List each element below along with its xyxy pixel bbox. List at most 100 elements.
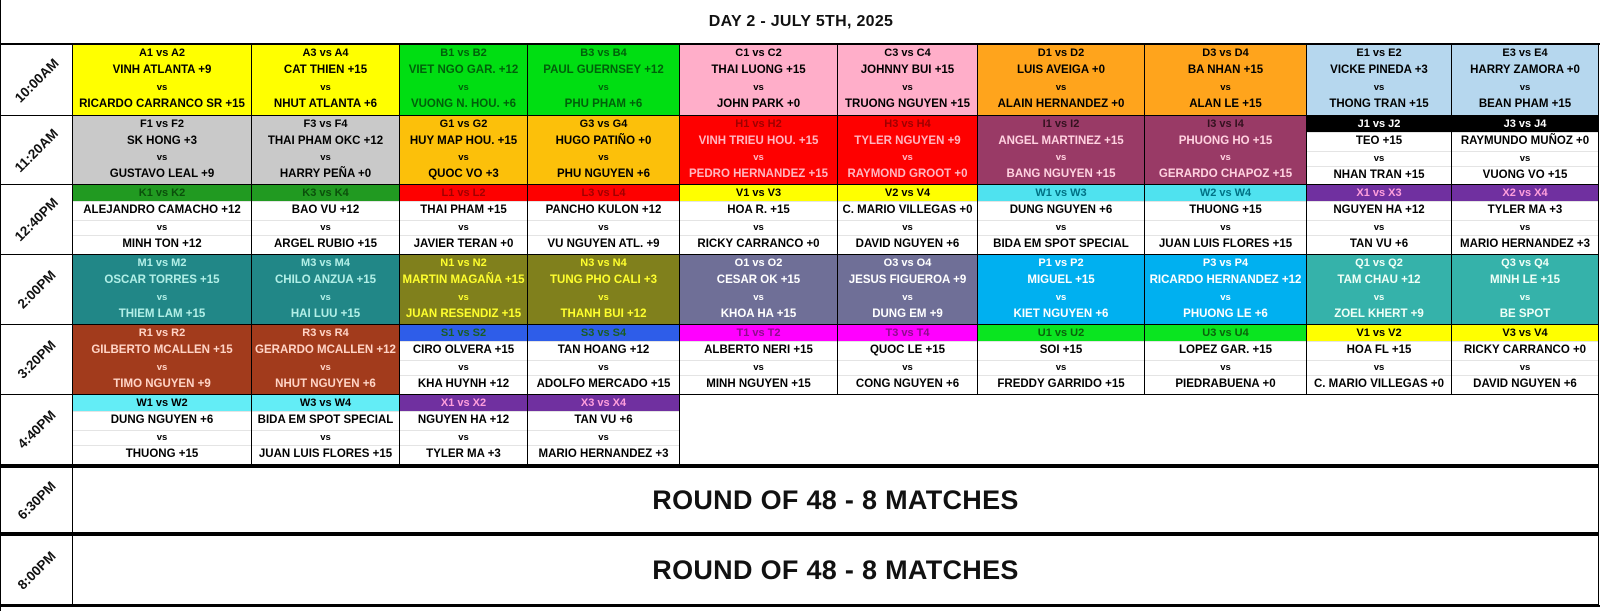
- match-cell[interactable]: H1 vs H2 VINH TRIEU HOU. +15 vs PEDRO HE…: [680, 116, 838, 185]
- match-cell[interactable]: T3 vs T4 QUOC LE +15 vs CONG NGUYEN +6: [838, 325, 978, 395]
- match-cell[interactable]: C1 vs C2 THAI LUONG +15 vs JOHN PARK +0: [680, 45, 838, 116]
- match-body: CESAR OK +15 vs KHOA HA +15: [680, 271, 837, 324]
- match-cell[interactable]: C3 vs C4 JOHNNY BUI +15 vs TRUONG NGUYEN…: [838, 45, 978, 116]
- player-1: HARRY ZAMORA +0: [1470, 64, 1580, 77]
- player-1: LUIS AVEIGA +0: [1016, 64, 1106, 77]
- player-1: PAUL GUERNSEY +12: [543, 64, 664, 77]
- match-code: O3 vs O4: [838, 255, 977, 271]
- match-cell[interactable]: S1 vs S2 CIRO OLVERA +15 vs KHA HUYNH +1…: [400, 325, 528, 395]
- match-body: HOA FL +15 vs C. MARIO VILLEGAS +0: [1307, 341, 1451, 394]
- match-code: E3 vs E4: [1452, 45, 1598, 61]
- time-slot: 12:40PM: [1, 185, 73, 255]
- match-cell[interactable]: X1 vs X3 NGUYEN HA +12 vs TAN VU +6: [1307, 185, 1452, 255]
- match-cell[interactable]: W1 vs W2 DUNG NGUYEN +6 vs THUONG +15: [73, 395, 252, 465]
- match-cell[interactable]: J1 vs J2 TEO +15 vs NHAN TRAN +15: [1307, 116, 1452, 185]
- match-cell[interactable]: R3 vs R4 GERARDO MCALLEN +12 vs NHUT NGU…: [252, 325, 400, 395]
- match-cell[interactable]: B3 vs B4 PAUL GUERNSEY +12 vs PHU PHAM +…: [528, 45, 680, 116]
- time-label: 4:40PM: [14, 407, 59, 452]
- player-1: HUGO PATIÑO +0: [555, 134, 652, 147]
- player-2: ALAIN HERNANDEZ +0: [997, 98, 1125, 111]
- match-code: X2 vs X4: [1452, 185, 1598, 201]
- match-cell[interactable]: H3 vs H4 TYLER NGUYEN +9 vs RAYMOND GROO…: [838, 116, 978, 185]
- player-2: NHUT ATLANTA +6: [273, 98, 378, 111]
- match-code: E1 vs E2: [1307, 45, 1451, 61]
- match-cell[interactable]: X3 vs X4 TAN VU +6 vs MARIO HERNANDEZ +3: [528, 395, 680, 465]
- match-cell[interactable]: A3 vs A4 CAT THIEN +15 vs NHUT ATLANTA +…: [252, 45, 400, 116]
- vs-label: vs: [1220, 291, 1231, 303]
- match-code: X3 vs X4: [528, 395, 679, 411]
- match-cell[interactable]: N3 vs N4 TUNG PHO CALI +3 vs THANH BUI +…: [528, 255, 680, 325]
- match-cell[interactable]: W2 vs W4 THUONG +15 vs JUAN LUIS FLORES …: [1145, 185, 1307, 255]
- match-cell[interactable]: S3 vs S4 TAN HOANG +12 vs ADOLFO MERCADO…: [528, 325, 680, 395]
- player-1: C. MARIO VILLEGAS +0: [838, 201, 977, 220]
- match-cell[interactable]: K3 vs K4 BAO VU +12 vs ARGEL RUBIO +15: [252, 185, 400, 255]
- match-cell[interactable]: V1 vs V2 HOA FL +15 vs C. MARIO VILLEGAS…: [1307, 325, 1452, 395]
- match-code: A3 vs A4: [252, 45, 399, 61]
- match-cell[interactable]: M1 vs M2 OSCAR TORRES +15 vs THIEM LAM +…: [73, 255, 252, 325]
- match-cell[interactable]: V2 vs V4 C. MARIO VILLEGAS +0 vs DAVID N…: [838, 185, 978, 255]
- vs-label: vs: [252, 220, 399, 235]
- vs-label: vs: [458, 291, 469, 303]
- player-2: KIET NGUYEN +6: [1013, 307, 1109, 320]
- match-cell[interactable]: A1 vs A2 VINH ATLANTA +9 vs RICARDO CARR…: [73, 45, 252, 116]
- match-cell[interactable]: Q3 vs Q4 MINH LE +15 vs BE SPOT: [1452, 255, 1599, 325]
- match-cell[interactable]: X2 vs X4 TYLER MA +3 vs MARIO HERNANDEZ …: [1452, 185, 1599, 255]
- match-body: NGUYEN HA +12 vs TYLER MA +3: [400, 411, 527, 464]
- match-cell[interactable]: W3 vs W4 BIDA EM SPOT SPECIAL vs JUAN LU…: [252, 395, 400, 465]
- match-cell[interactable]: U1 vs U2 SOI +15 vs FREDDY GARRIDO +15: [978, 325, 1145, 395]
- match-cell[interactable]: E1 vs E2 VICKE PINEDA +3 vs THONG TRAN +…: [1307, 45, 1452, 116]
- match-cell[interactable]: E3 vs E4 HARRY ZAMORA +0 vs BEAN PHAM +1…: [1452, 45, 1599, 116]
- match-code: I3 vs I4: [1145, 116, 1306, 132]
- match-cell[interactable]: O3 vs O4 JESUS FIGUEROA +9 vs DUNG EM +9: [838, 255, 978, 325]
- match-cell[interactable]: G1 vs G2 HUY MAP HOU. +15 vs QUOC VO +3: [400, 116, 528, 185]
- player-2: VUONG VO +15: [1452, 165, 1598, 185]
- match-cell[interactable]: G3 vs G4 HUGO PATIÑO +0 vs PHU NGUYEN +6: [528, 116, 680, 185]
- match-cell[interactable]: T1 vs T2 ALBERTO NERI +15 vs MINH NGUYEN…: [680, 325, 838, 395]
- match-cell[interactable]: W1 vs W3 DUNG NGUYEN +6 vs BIDA EM SPOT …: [978, 185, 1145, 255]
- match-code: U1 vs U2: [978, 325, 1144, 341]
- match-cell[interactable]: F1 vs F2 SK HONG +3 vs GUSTAVO LEAL +9: [73, 116, 252, 185]
- player-1: PHUONG HO +15: [1178, 134, 1273, 147]
- player-2: GERARDO CHAPOZ +15: [1158, 167, 1293, 180]
- vs-label: vs: [598, 82, 609, 94]
- match-cell[interactable]: U3 vs U4 LOPEZ GAR. +15 vs PIEDRABUENA +…: [1145, 325, 1307, 395]
- match-body: C. MARIO VILLEGAS +0 vs DAVID NGUYEN +6: [838, 201, 977, 254]
- match-cell[interactable]: R1 vs R2 GILBERTO MCALLEN +15 vs TIMO NG…: [73, 325, 252, 395]
- vs-label: vs: [1307, 360, 1451, 375]
- match-cell[interactable]: J3 vs J4 RAYMUNDO MUÑOZ +0 vs VUONG VO +…: [1452, 116, 1599, 185]
- match-cell[interactable]: D1 vs D2 LUIS AVEIGA +0 vs ALAIN HERNAND…: [978, 45, 1145, 116]
- match-code: R1 vs R2: [73, 325, 251, 341]
- player-2: ZOEL KHERT +9: [1334, 307, 1424, 320]
- match-cell[interactable]: F3 vs F4 THAI PHAM OKC +12 vs HARRY PEÑA…: [252, 116, 400, 185]
- match-cell[interactable]: K1 vs K2 ALEJANDRO CAMACHO +12 vs MINH T…: [73, 185, 252, 255]
- match-body: RICKY CARRANCO +0 vs DAVID NGUYEN +6: [1452, 341, 1598, 394]
- match-cell[interactable]: V3 vs V4 RICKY CARRANCO +0 vs DAVID NGUY…: [1452, 325, 1599, 395]
- match-cell[interactable]: O1 vs O2 CESAR OK +15 vs KHOA HA +15: [680, 255, 838, 325]
- vs-label: vs: [753, 82, 764, 94]
- vs-label: vs: [1145, 360, 1306, 375]
- match-cell[interactable]: P3 vs P4 RICARDO HERNANDEZ +12 vs PHUONG…: [1145, 255, 1307, 325]
- match-body: TUNG PHO CALI +3 vs THANH BUI +12: [528, 271, 679, 324]
- player-1: OSCAR TORRES +15: [104, 274, 220, 286]
- vs-label: vs: [1145, 220, 1306, 235]
- match-cell[interactable]: P1 vs P2 MIGUEL +15 vs KIET NGUYEN +6: [978, 255, 1145, 325]
- vs-label: vs: [528, 220, 679, 235]
- match-cell[interactable]: L3 vs L4 PANCHO KULON +12 vs VU NGUYEN A…: [528, 185, 680, 255]
- vs-label: vs: [1452, 150, 1598, 166]
- match-cell[interactable]: I3 vs I4 PHUONG HO +15 vs GERARDO CHAPOZ…: [1145, 116, 1307, 185]
- match-cell[interactable]: M3 vs M4 CHILO ANZUA +15 vs HAI LUU +15: [252, 255, 400, 325]
- match-cell[interactable]: D3 vs D4 BA NHAN +15 vs ALAN LE +15: [1145, 45, 1307, 116]
- match-cell[interactable]: V1 vs V3 HOA R. +15 vs RICKY CARRANCO +0: [680, 185, 838, 255]
- match-cell[interactable]: X1 vs X2 NGUYEN HA +12 vs TYLER MA +3: [400, 395, 528, 465]
- vs-label: vs: [1307, 220, 1451, 235]
- match-cell[interactable]: N1 vs N2 MARTIN MAGAÑA +15 vs JUAN RESEN…: [400, 255, 528, 325]
- player-2: THONG TRAN +15: [1329, 98, 1429, 111]
- match-body: TAN VU +6 vs MARIO HERNANDEZ +3: [528, 411, 679, 464]
- page-title: DAY 2 - JULY 5TH, 2025: [708, 12, 894, 30]
- match-cell[interactable]: I1 vs I2 ANGEL MARTINEZ +15 vs BANG NGUY…: [978, 116, 1145, 185]
- match-cell[interactable]: B1 vs B2 VIET NGO GAR. +12 vs VUONG N. H…: [400, 45, 528, 116]
- match-cell[interactable]: L1 vs L2 THAI PHAM +15 vs JAVIER TERAN +…: [400, 185, 528, 255]
- vs-label: vs: [252, 430, 399, 445]
- player-1: TYLER NGUYEN +9: [854, 134, 961, 147]
- match-cell[interactable]: Q1 vs Q2 TAM CHAU +12 vs ZOEL KHERT +9: [1307, 255, 1452, 325]
